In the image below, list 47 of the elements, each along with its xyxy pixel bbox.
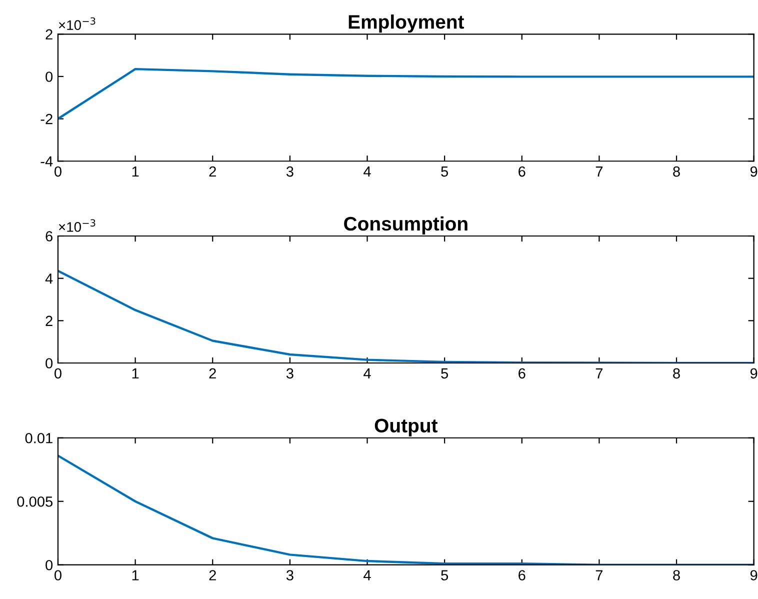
y-tick-label: 4 [45, 274, 53, 284]
x-tick-label: 7 [596, 570, 603, 580]
x-tick-label: 9 [750, 368, 758, 379]
x-tick-label: 5 [441, 166, 448, 177]
y-tick-label: 0.01 [25, 432, 52, 444]
x-tick-label: 5 [441, 570, 448, 580]
x-tick-label: 9 [750, 570, 758, 580]
x-tick-label: 1 [132, 368, 139, 378]
x-tick-label: 3 [286, 368, 294, 379]
chart-title: Consumption [344, 216, 468, 234]
y-tick-label: 2 [46, 29, 52, 40]
y-tick-label: 2 [46, 316, 52, 326]
y-tick-label: 6 [46, 231, 52, 242]
x-tick-label: 6 [518, 368, 526, 379]
x-tick-label: 4 [364, 570, 371, 580]
x-tick-label: 5 [441, 368, 448, 379]
y-tick-label: -4 [40, 156, 53, 166]
x-tick-label: 1 [132, 570, 139, 580]
x-tick-label: 2 [209, 368, 216, 378]
x-tick-label: 7 [596, 166, 603, 177]
chart-title: Employment [348, 14, 464, 33]
x-tick-label: 3 [286, 166, 294, 177]
x-tick-label: 0 [54, 166, 62, 177]
chart-title: Output [374, 418, 438, 436]
x-tick-label: 2 [209, 166, 216, 177]
x-tick-label: 6 [518, 166, 526, 177]
x-tick-label: 0 [54, 368, 62, 379]
text: ×10$^{−3}$ [58, 17, 96, 30]
line-series [58, 68, 754, 120]
x-tick-label: 4 [364, 166, 371, 177]
x-tick-label: 9 [750, 166, 758, 177]
y-tick-label: -2 [40, 114, 52, 124]
x-tick-label: 6 [518, 570, 526, 580]
x-tick-label: 7 [596, 368, 603, 378]
x-tick-label: 2 [209, 570, 216, 580]
x-tick-label: 0 [54, 570, 62, 580]
x-tick-label: 8 [673, 166, 680, 177]
x-tick-label: 8 [673, 570, 680, 580]
x-tick-label: 3 [286, 570, 294, 580]
y-tick-label: 0.005 [17, 496, 53, 507]
y-tick-label: 0 [46, 560, 53, 570]
x-tick-label: 1 [132, 166, 139, 177]
x-tick-label: 8 [673, 368, 680, 379]
y-tick-label: 0 [46, 358, 53, 368]
x-tick-label: 4 [364, 368, 371, 378]
y-tick-label: 0 [46, 72, 53, 82]
text: ×10$^{−3}$ [58, 219, 96, 232]
